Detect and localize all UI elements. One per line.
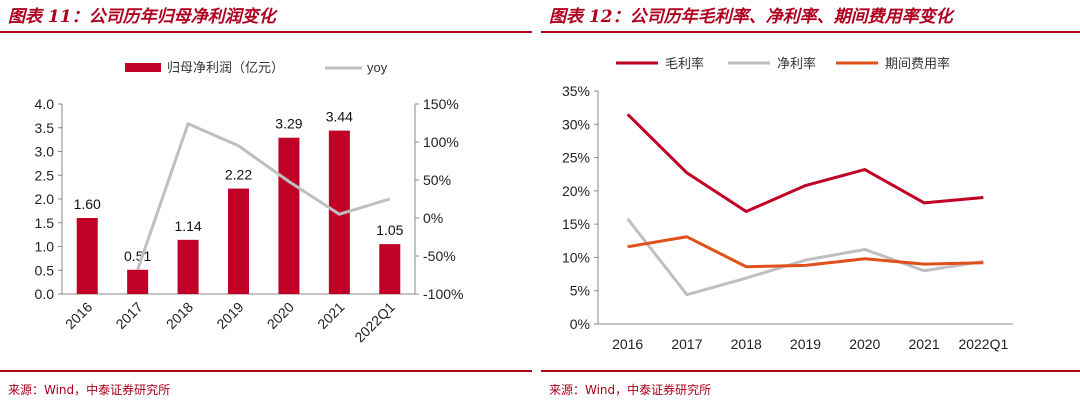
x-tick-label: 2016 (612, 336, 643, 352)
left-y-tick-label: 0.5 (35, 262, 55, 278)
y-tick-label: 15% (562, 216, 590, 232)
x-tick-label: 2021 (314, 299, 347, 332)
right-source-rule (541, 370, 1080, 372)
left-y-tick-label: 1.0 (35, 239, 55, 255)
left-y-tick-label: 0.0 (35, 286, 55, 302)
x-tick-label: 2022Q1 (958, 336, 1008, 352)
x-tick-label: 2017 (112, 299, 145, 332)
x-tick-label: 2020 (264, 299, 297, 332)
bar-data-label: 2.22 (225, 167, 252, 183)
legend-expense-ratio-label: 期间费用率 (885, 56, 950, 71)
bar-2018 (177, 239, 199, 294)
bar-data-label: 3.29 (275, 116, 302, 132)
left-y-tick-label: 3.5 (35, 120, 55, 136)
right-y-tick-label: -50% (423, 248, 456, 264)
bar-2022Q1 (379, 244, 401, 294)
y-tick-label: 0% (570, 316, 590, 332)
right-y-tick-label: -100% (423, 286, 463, 302)
right-y-tick-label: 100% (423, 134, 459, 150)
left-chart-title: 图表 11：公司历年归母净利润变化 (8, 7, 276, 27)
x-tick-label: 2021 (908, 336, 939, 352)
x-tick-label: 2017 (671, 336, 702, 352)
legend-yoy-label: yoy (367, 60, 388, 75)
yoy-line (136, 122, 391, 271)
x-tick-label: 2019 (213, 299, 246, 332)
bar-2016 (76, 218, 98, 294)
bar-data-label: 0.51 (124, 248, 151, 264)
right-y-tick-label: 0% (423, 210, 443, 226)
bar-2021 (328, 130, 350, 294)
x-tick-label: 2016 (62, 299, 95, 332)
x-tick-label: 2019 (790, 336, 821, 352)
right-chart-panel: 图表 12：公司历年毛利率、净利率、期间费用率变化 毛利率 净利率 期间费用率 0% 5… (541, 0, 1080, 408)
right-source-note: 来源：Wind，中泰证券研究所 (549, 383, 712, 397)
left-y-tick-label: 4.0 (35, 96, 55, 112)
right-title-rule (541, 31, 1080, 33)
legend-bar-swatch (125, 63, 161, 72)
y-tick-label: 35% (562, 83, 590, 99)
bar-2017 (127, 269, 149, 294)
margin-rates-chart: 毛利率 净利率 期间费用率 0% 5% 10% 15% 20% 25% 30% 35% 2016 201… (562, 56, 1013, 352)
right-chart-title: 图表 12：公司历年毛利率、净利率、期间费用率变化 (549, 7, 953, 27)
y-tick-label: 25% (562, 150, 590, 166)
left-chart-panel: 图表 11：公司历年归母净利润变化 归母净利润（亿元） yoy 0.0 0.5 1.0 1… (0, 0, 532, 408)
left-y-tick-label: 1.5 (35, 215, 55, 231)
left-y-tick-label: 2.5 (35, 167, 55, 183)
left-source-rule (0, 370, 532, 372)
expense-ratio-line (627, 235, 984, 269)
right-y-tick-label: 50% (423, 172, 451, 188)
bar-2020 (278, 137, 300, 294)
left-title-rule (0, 31, 532, 33)
legend-net-margin-label: 净利率 (777, 56, 816, 71)
bar-2019 (228, 188, 249, 294)
x-tick-label: 2018 (731, 336, 762, 352)
left-y-tick-label: 2.0 (35, 191, 55, 207)
legend-gross-margin-label: 毛利率 (665, 56, 704, 71)
bar-data-label: 1.14 (174, 218, 201, 234)
legend-bar-label: 归母净利润（亿元） (167, 60, 284, 75)
left-y-tick-label: 3.0 (35, 144, 55, 160)
bar-data-label: 3.44 (326, 109, 353, 125)
left-source-note: 来源：Wind，中泰证券研究所 (8, 383, 171, 397)
right-y-tick-label: 150% (423, 96, 459, 112)
bar-data-label: 1.05 (376, 222, 403, 238)
y-tick-label: 20% (562, 183, 590, 199)
x-tick-label: 2022Q1 (351, 299, 398, 346)
x-tick-label: 2020 (849, 336, 880, 352)
y-tick-label: 10% (562, 249, 590, 265)
net-margin-line (626, 217, 984, 297)
x-tick-label: 2018 (163, 299, 196, 332)
gross-margin-line (626, 113, 984, 213)
bar-data-label: 1.60 (74, 196, 101, 212)
y-tick-label: 30% (562, 116, 590, 132)
net-profit-chart: 归母净利润（亿元） yoy 0.0 0.5 1.0 1.5 2.0 2.5 3.0 3.5 4.0 -… (35, 60, 464, 346)
y-tick-label: 5% (570, 283, 590, 299)
